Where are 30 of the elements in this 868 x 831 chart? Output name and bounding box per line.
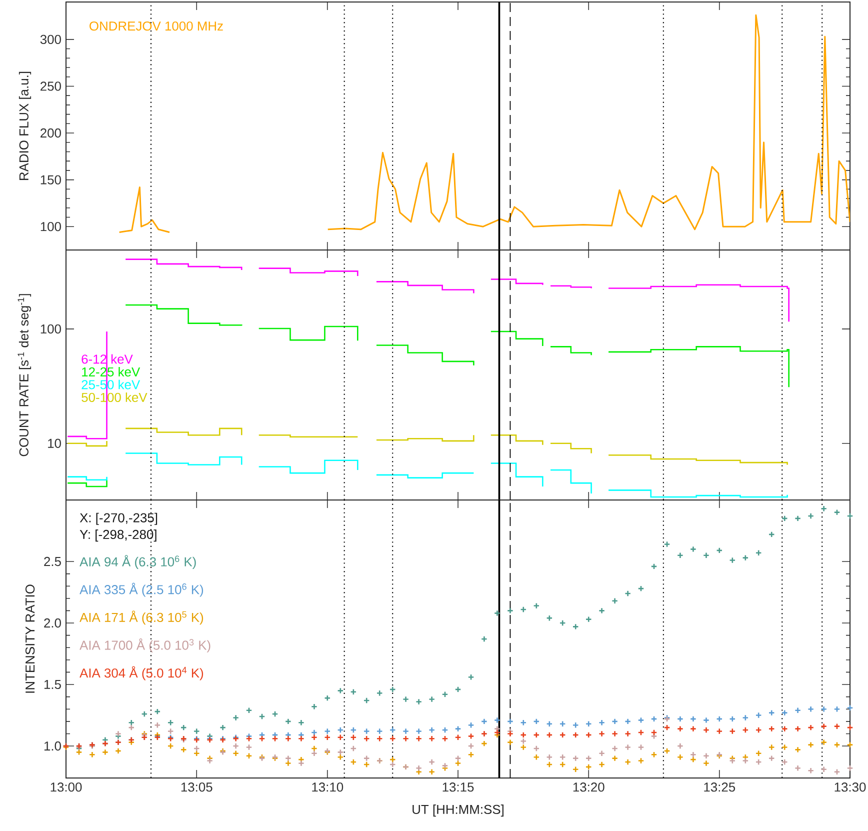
y-tick-label: 150 [40,175,61,184]
x-tick-label: 13:05 [181,782,212,792]
y-tick-label: 2.0 [44,618,61,628]
text: AIA 304 Å (5.0 10$^{4}$ K) [80,666,204,680]
x-tick-label: 13:20 [573,782,604,792]
text: ONDREJOV 1000 MHz [90,21,223,31]
text: AIA 1700 Å (5.0 10$^{3}$ K) [80,638,210,652]
x-tick-label: 13:25 [704,782,736,792]
y-tick-label: 1.0 [44,741,61,751]
y-axis-title: COUNT RATE [s$^{-1}$ det seg$^{-1}$] [18,294,32,456]
x-tick-label: 13:00 [50,782,82,792]
text: AIA 94 Å (6.3 10$^{6}$ K) [80,555,196,569]
y-tick-label: 2.5 [44,556,61,566]
y-tick-label: 100 [40,222,61,232]
text: AIA 335 Å (2.5 10$^{6}$ K) [80,582,204,597]
x-tick-label: 13:30 [834,782,866,792]
y-axis-title: INTENSITY RATIO [25,584,35,693]
x-axis-title: UT [HH:MM:SS] [412,804,504,817]
x-tick-label: 13:15 [442,782,474,792]
y-tick-label: 250 [40,82,61,91]
y-tick-label: 300 [40,34,61,44]
y-tick-label: 10 [48,438,61,448]
annotation: Y: [-298,-280] [80,530,156,542]
y-tick-label: 1.5 [44,680,61,690]
text: AIA 171 Å (6.3 10$^{5}$ K) [80,610,204,625]
x-tick-label: 13:10 [312,782,344,792]
y-tick-label: 100 [40,324,61,334]
y-axis-title: RADIO FLUX [a.u.] [18,72,32,180]
annotation: X: [-270,-235] [80,512,158,525]
y-tick-label: 200 [40,128,61,138]
